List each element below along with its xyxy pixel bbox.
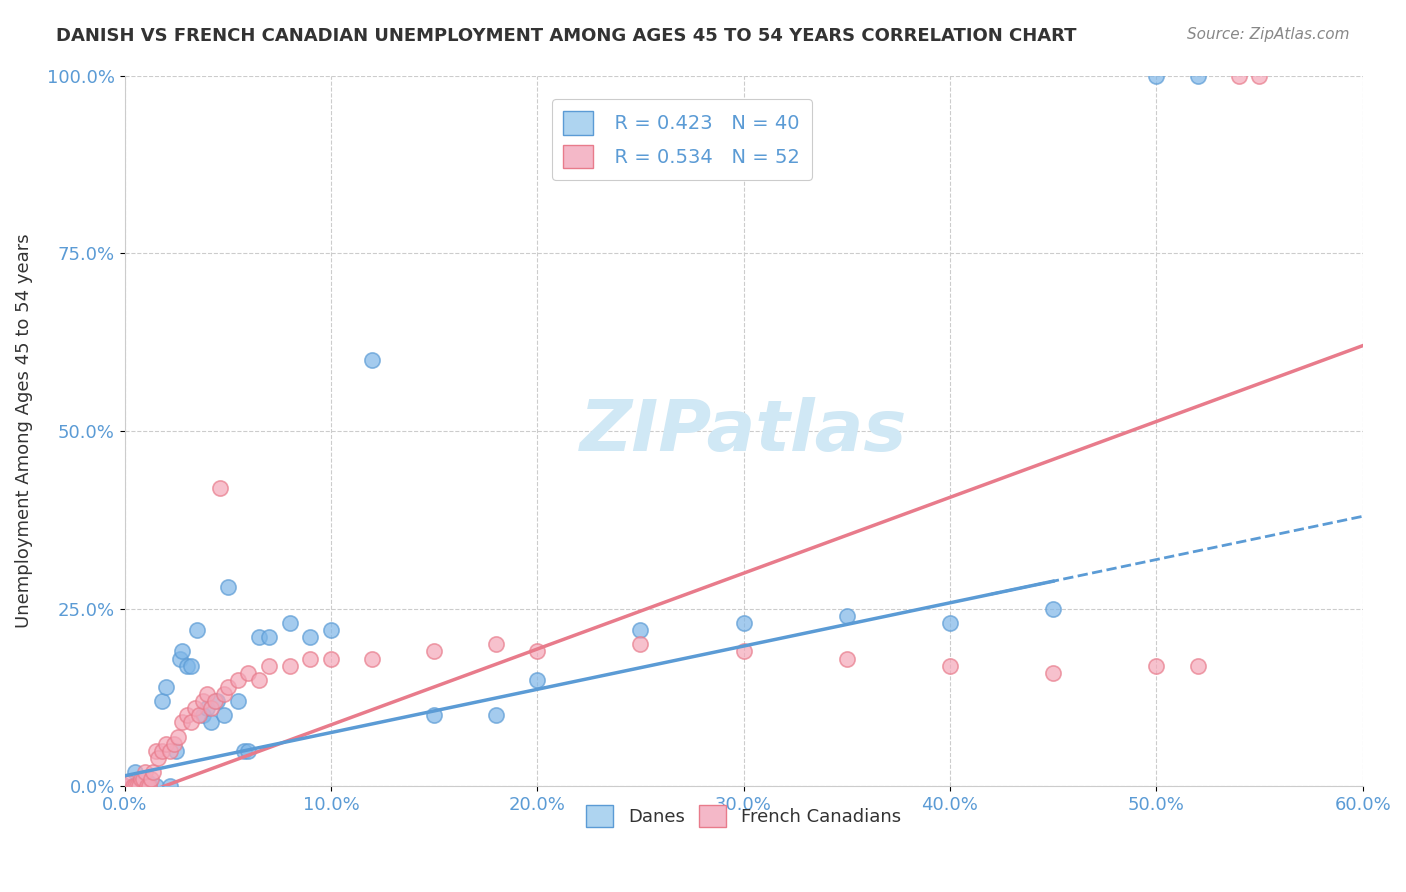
Point — [630, 623, 652, 637]
Point — [423, 708, 446, 723]
Point — [247, 673, 270, 687]
Point — [124, 765, 146, 780]
Point — [176, 708, 198, 723]
Point — [319, 623, 342, 637]
Point — [212, 687, 235, 701]
Point — [163, 737, 186, 751]
Point — [257, 658, 280, 673]
Point — [134, 780, 156, 794]
Point — [1187, 69, 1209, 83]
Point — [180, 715, 202, 730]
Point — [134, 765, 156, 780]
Point — [733, 615, 755, 630]
Point — [361, 651, 384, 665]
Point — [1144, 69, 1167, 83]
Point — [1042, 601, 1064, 615]
Point — [155, 737, 177, 751]
Point — [145, 744, 167, 758]
Point — [195, 701, 218, 715]
Point — [167, 730, 190, 744]
Point — [1227, 69, 1250, 83]
Point — [226, 673, 249, 687]
Point — [212, 708, 235, 723]
Point — [485, 708, 508, 723]
Text: Source: ZipAtlas.com: Source: ZipAtlas.com — [1187, 27, 1350, 42]
Point — [238, 744, 260, 758]
Point — [278, 615, 301, 630]
Point — [128, 780, 150, 794]
Point — [141, 772, 163, 787]
Point — [187, 708, 209, 723]
Point — [172, 644, 194, 658]
Point — [835, 608, 858, 623]
Point — [138, 780, 160, 794]
Point — [1249, 69, 1271, 83]
Point — [204, 694, 226, 708]
Point — [939, 615, 962, 630]
Point — [233, 744, 256, 758]
Point — [159, 744, 181, 758]
Point — [299, 630, 322, 644]
Point — [155, 680, 177, 694]
Point — [319, 651, 342, 665]
Point — [630, 637, 652, 651]
Point — [226, 694, 249, 708]
Point — [125, 780, 148, 794]
Point — [200, 701, 222, 715]
Point — [132, 772, 155, 787]
Point — [121, 780, 143, 794]
Point — [138, 776, 160, 790]
Point — [191, 694, 214, 708]
Point — [136, 780, 159, 794]
Point — [172, 715, 194, 730]
Point — [146, 751, 169, 765]
Point — [207, 694, 229, 708]
Point — [186, 623, 208, 637]
Point — [526, 673, 548, 687]
Point — [361, 352, 384, 367]
Text: DANISH VS FRENCH CANADIAN UNEMPLOYMENT AMONG AGES 45 TO 54 YEARS CORRELATION CHA: DANISH VS FRENCH CANADIAN UNEMPLOYMENT A… — [56, 27, 1077, 45]
Point — [423, 644, 446, 658]
Point — [142, 765, 165, 780]
Point — [485, 637, 508, 651]
Point — [939, 658, 962, 673]
Point — [835, 651, 858, 665]
Point — [247, 630, 270, 644]
Point — [159, 780, 181, 794]
Point — [208, 481, 231, 495]
Point — [1144, 658, 1167, 673]
Y-axis label: Unemployment Among Ages 45 to 54 years: Unemployment Among Ages 45 to 54 years — [15, 234, 32, 628]
Point — [299, 651, 322, 665]
Point — [184, 701, 207, 715]
Point — [176, 658, 198, 673]
Point — [1187, 658, 1209, 673]
Point — [165, 744, 187, 758]
Point — [169, 651, 191, 665]
Point — [217, 581, 239, 595]
Point — [118, 776, 141, 790]
Point — [191, 708, 214, 723]
Point — [114, 780, 136, 794]
Point — [217, 680, 239, 694]
Point — [1042, 665, 1064, 680]
Text: ZIPatlas: ZIPatlas — [579, 397, 907, 466]
Point — [124, 780, 146, 794]
Point — [150, 744, 173, 758]
Legend: Danes, French Canadians: Danes, French Canadians — [579, 797, 908, 834]
Point — [145, 780, 167, 794]
Point — [526, 644, 548, 658]
Point — [180, 658, 202, 673]
Point — [238, 665, 260, 680]
Point — [114, 780, 136, 794]
Point — [129, 772, 152, 787]
Point — [200, 715, 222, 730]
Point — [195, 687, 218, 701]
Point — [733, 644, 755, 658]
Point — [150, 694, 173, 708]
Point — [134, 772, 156, 787]
Point — [257, 630, 280, 644]
Point — [278, 658, 301, 673]
